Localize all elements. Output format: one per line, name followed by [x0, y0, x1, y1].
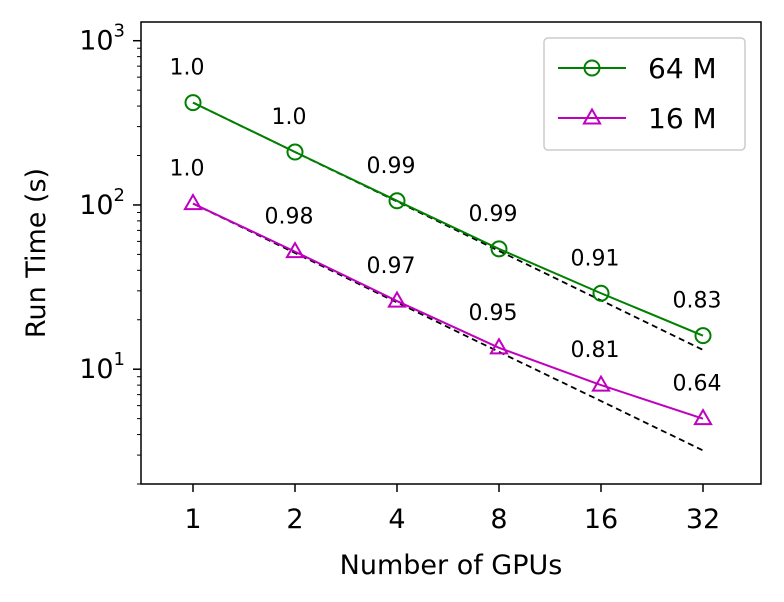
efficiency-label: 1.0 — [272, 105, 307, 130]
y-axis-label: Run Time (s) — [21, 168, 52, 338]
data-point — [694, 327, 712, 345]
x-tick-label: 2 — [286, 504, 303, 535]
legend-label: 16 M — [648, 102, 717, 135]
efficiency-label: 0.81 — [571, 338, 620, 363]
data-point — [286, 143, 304, 161]
data-point — [592, 284, 610, 302]
x-tick-label: 4 — [388, 504, 405, 535]
series-line — [192, 101, 704, 337]
efficiency-label: 0.98 — [265, 205, 314, 230]
x-axis: 1 2 4 8 16 32 — [184, 484, 720, 535]
efficiency-label: 1.0 — [170, 157, 205, 182]
x-axis-label: Number of GPUs — [340, 550, 563, 581]
data-point — [183, 193, 203, 211]
data-point — [285, 241, 305, 259]
x-tick-label: 1 — [184, 504, 201, 535]
data-point — [582, 107, 602, 125]
legend-label: 64 M — [648, 52, 717, 85]
y-axis: 101 102 103 — [79, 21, 141, 485]
y-tick-label: 102 — [79, 185, 125, 221]
x-tick-label: 16 — [584, 504, 618, 535]
efficiency-label: 0.91 — [571, 246, 620, 271]
series-line — [192, 202, 704, 420]
efficiency-label: 0.64 — [673, 372, 722, 397]
x-tick-label: 8 — [490, 504, 507, 535]
x-tick-label: 32 — [686, 504, 720, 535]
data-point — [489, 337, 509, 355]
y-tick-label: 103 — [79, 21, 125, 57]
data-point — [387, 290, 407, 308]
data-point — [591, 374, 611, 392]
efficiency-labels: 1.0 1.0 0.99 0.99 0.91 0.83 1.0 0.98 0.97 0.95 0.8… — [170, 56, 722, 397]
efficiency-label: 0.95 — [469, 301, 518, 326]
data-point — [490, 240, 508, 258]
data-point — [583, 59, 601, 77]
efficiency-label: 0.97 — [367, 254, 416, 279]
legend: 64 M 16 M — [543, 37, 746, 151]
efficiency-label: 0.99 — [469, 202, 518, 227]
y-tick-label: 101 — [79, 349, 125, 385]
efficiency-label: 1.0 — [170, 56, 205, 81]
data-point — [388, 192, 406, 210]
series-lines — [183, 94, 713, 426]
efficiency-label: 0.99 — [367, 154, 416, 179]
data-point — [184, 94, 202, 112]
efficiency-label: 0.83 — [673, 289, 722, 314]
data-point — [693, 408, 713, 426]
ideal-line — [192, 202, 704, 452]
legend-box — [543, 37, 746, 151]
